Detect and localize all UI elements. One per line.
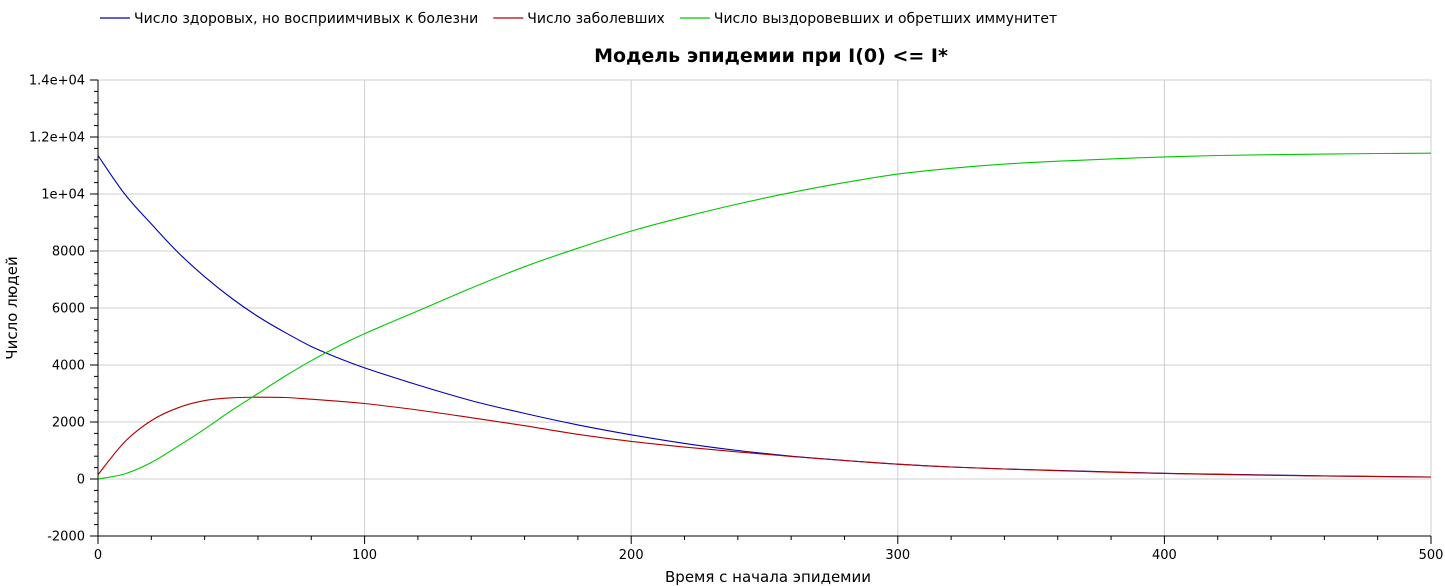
y-tick-label-8: 1.4e+04 (29, 74, 85, 89)
x-axis-label: Время с начала эпидемии (665, 568, 871, 586)
y-tick-label-1: 0 (77, 473, 85, 488)
x-tick-label-0: 0 (94, 548, 102, 563)
y-tick-label-2: 2000 (52, 416, 85, 431)
y-axis-label: Число людей (3, 256, 21, 359)
series-lines (97, 152, 1432, 480)
y-tick-label-7: 1.2e+04 (29, 131, 85, 146)
recovered-series-line (97, 152, 1432, 480)
x-tick-label-2: 200 (619, 548, 644, 563)
chart-title: Модель эпидемии при I(0) <= I* (594, 45, 948, 67)
x-tick-label-3: 300 (885, 548, 910, 563)
x-tick-label-1: 100 (352, 548, 377, 563)
infected-series-line (97, 396, 1432, 478)
legend-label-0: Число здоровых, но восприимчивых к болез… (134, 11, 478, 27)
susceptible-series-line (97, 155, 1432, 478)
tick-labels: 0 100 200 300 400 500 -2000 0 2000 4000 6000 8000 1e… (29, 74, 1444, 564)
legend: Число здоровых, но восприимчивых к болез… (100, 11, 1057, 27)
y-tick-label-6: 1e+04 (41, 188, 85, 203)
x-tick-label-5: 500 (1419, 548, 1444, 563)
y-tick-label-0: -2000 (47, 530, 85, 545)
x-tick-label-4: 400 (1152, 548, 1177, 563)
y-tick-label-4: 6000 (52, 302, 85, 317)
grid (98, 79, 1432, 536)
tick-marks (90, 79, 1432, 544)
legend-label-2: Число выздоровевших и обретших иммунитет (714, 11, 1057, 27)
y-tick-label-5: 8000 (52, 245, 85, 260)
y-tick-label-3: 4000 (52, 359, 85, 374)
legend-label-1: Число заболевших (527, 11, 665, 27)
